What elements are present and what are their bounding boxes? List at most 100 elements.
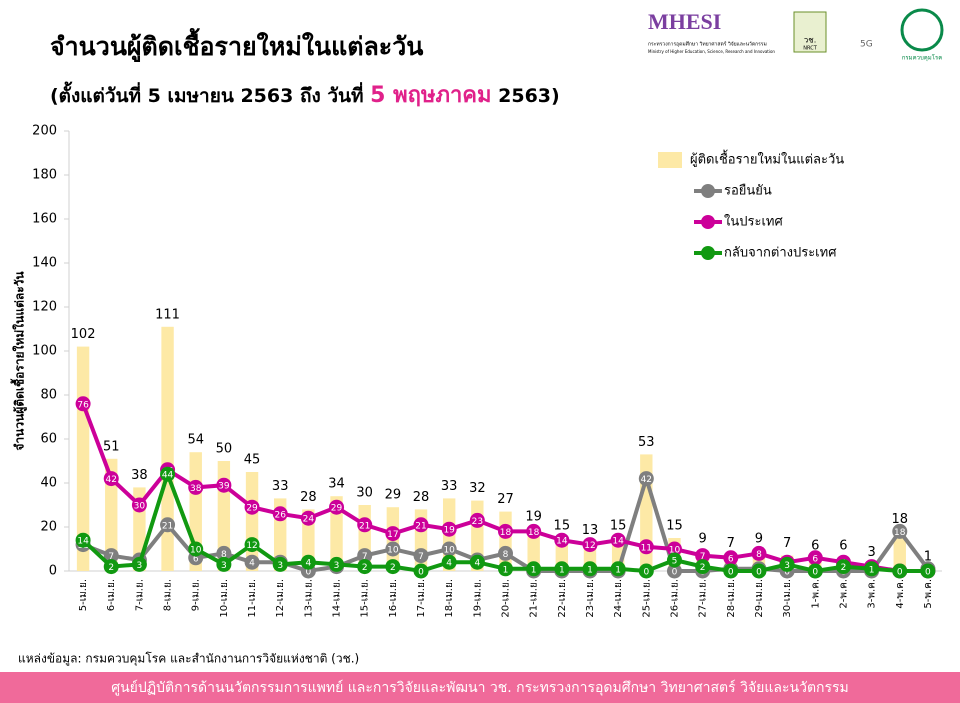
marker [695, 548, 711, 564]
marker [441, 554, 457, 570]
marker [244, 554, 260, 570]
y-tick-label: 180 [32, 168, 57, 183]
bar-label: 7 [783, 536, 791, 551]
point-label: 29 [246, 504, 258, 514]
point-label: 3 [334, 561, 340, 571]
point-label: 1 [615, 565, 621, 575]
point-label: 30 [134, 502, 146, 512]
x-tick-label: 11-เม.ย. [247, 579, 258, 618]
x-tick-label: 24-เม.ย. [613, 579, 624, 618]
bar-label: 38 [131, 468, 148, 483]
x-tick-label: 15-เม.ย. [360, 579, 371, 618]
marker [666, 563, 682, 579]
logo-circle [900, 8, 944, 52]
title: จำนวนผู้ติดเชื้อรายใหม่ในแต่ละวัน [50, 27, 423, 63]
legend-label: ในประเทศ [724, 214, 783, 230]
point-label: 4 [446, 559, 452, 569]
marker [498, 523, 513, 539]
point-label: 39 [218, 482, 230, 492]
point-label: 0 [643, 568, 649, 578]
bar-label: 102 [71, 327, 96, 342]
x-tick-label: 23-เม.ย. [585, 579, 596, 618]
bar [161, 326, 174, 571]
marker [244, 499, 260, 515]
point-label: 29 [331, 504, 343, 514]
x-tick-label: 19-เม.ย. [472, 579, 483, 618]
point-label: 3 [277, 561, 283, 571]
point-label: 3 [221, 561, 227, 571]
marker [188, 479, 204, 495]
marker [413, 517, 429, 533]
point-label: 0 [306, 568, 312, 578]
y-tick-label: 160 [32, 212, 57, 227]
marker [695, 559, 711, 575]
point-label: 2 [841, 563, 847, 573]
logo-text: Ministry of Higher Education, Science, R… [648, 49, 775, 54]
point-label: 2 [362, 563, 368, 573]
marker [723, 550, 739, 566]
bar-label: 45 [244, 453, 261, 468]
marker [385, 541, 401, 557]
point-label: 26 [274, 510, 286, 520]
point-label: 2 [390, 563, 396, 573]
bar-label: 27 [497, 492, 514, 507]
point-label: 42 [641, 475, 652, 485]
bar-label: 7 [727, 536, 735, 551]
y-tick-label: 40 [40, 476, 57, 491]
x-tick-label: 6-เม.ย. [106, 579, 117, 611]
logo-mhesi: MHESI [648, 9, 721, 34]
marker [582, 537, 598, 553]
marker [498, 561, 513, 577]
bar-label: 3 [867, 545, 875, 560]
marker [807, 550, 823, 566]
marker [385, 526, 401, 542]
x-tick-label: 21-เม.ย. [529, 579, 540, 618]
marker [272, 506, 288, 522]
x-tick-label: 25-เม.ย. [641, 579, 652, 618]
point-label: 4 [249, 559, 255, 569]
point-label: 6 [193, 554, 199, 564]
point-label: 14 [556, 537, 568, 547]
marker [723, 563, 739, 579]
marker [300, 510, 316, 526]
point-label: 5 [672, 557, 678, 567]
y-tick-label: 80 [40, 388, 57, 403]
point-label: 10 [443, 546, 455, 556]
marker [751, 545, 767, 561]
x-tick-label: 7-เม.ย. [134, 579, 145, 611]
x-tick-label: 2-พ.ค. [838, 579, 849, 609]
point-label: 23 [472, 517, 483, 527]
point-label: 38 [190, 484, 202, 494]
point-label: 7 [418, 552, 424, 562]
x-tick-label: 1-พ.ค. [810, 579, 821, 609]
point-label: 0 [812, 568, 818, 578]
bar [527, 529, 540, 571]
point-label: 10 [387, 546, 399, 556]
marker [526, 561, 542, 577]
x-tick-label: 16-เม.ย. [388, 579, 399, 618]
marker [751, 563, 767, 579]
point-label: 0 [672, 568, 678, 578]
point-label: 0 [897, 568, 903, 578]
marker [244, 537, 260, 553]
logo-text: NRCT [803, 46, 817, 52]
marker [75, 396, 91, 412]
point-label: 4 [474, 559, 480, 569]
point-label: 21 [162, 521, 173, 531]
bar-label: 15 [610, 519, 627, 534]
bar [893, 531, 906, 571]
bar [330, 496, 343, 571]
x-tick-label: 26-เม.ย. [669, 579, 680, 618]
legend-label: ผู้ติดเชื้อรายใหม่ในแต่ละวัน [690, 150, 844, 168]
marker [216, 545, 232, 561]
point-label: 18 [528, 528, 540, 538]
marker [385, 559, 401, 575]
marker [864, 561, 880, 577]
marker [300, 554, 316, 570]
marker [554, 561, 570, 577]
marker [103, 559, 119, 575]
point-label: 1 [587, 565, 593, 575]
y-tick-label: 200 [32, 124, 57, 139]
subtitle-part: 2563) [492, 85, 560, 107]
marker [526, 523, 542, 539]
